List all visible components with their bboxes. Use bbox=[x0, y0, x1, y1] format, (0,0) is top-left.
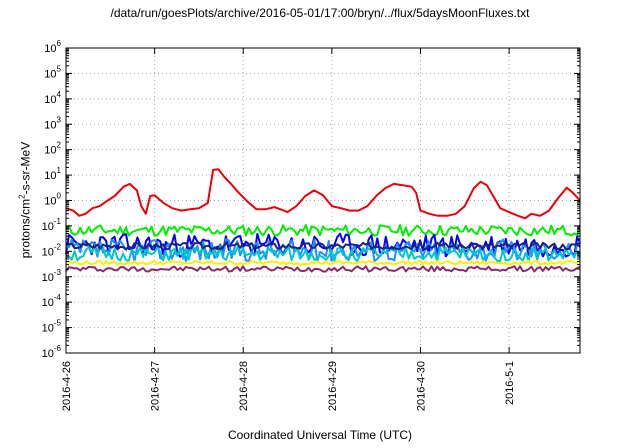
x-tick-label: 2016-4-26 bbox=[61, 361, 73, 411]
y-axis-label: protons/cm2-s-sr-MeV bbox=[18, 142, 33, 258]
series-line-6 bbox=[65, 259, 581, 266]
y-tick-label: 10-5 bbox=[42, 319, 62, 335]
y-label-exponent: 2 bbox=[17, 194, 27, 199]
y-tick-label: 100 bbox=[44, 192, 61, 208]
series-line-1 bbox=[65, 224, 581, 237]
x-tick-label: 2016-4-29 bbox=[327, 361, 339, 411]
y-label-rest: -s-sr-MeV bbox=[18, 141, 33, 195]
y-tick-label: 105 bbox=[44, 64, 61, 80]
x-axis-label: Coordinated Universal Time (UTC) bbox=[227, 428, 413, 442]
y-tick-label: 10-4 bbox=[42, 293, 62, 309]
y-tick-label: 10-6 bbox=[42, 344, 62, 360]
x-tick-label: 2016-5-1 bbox=[504, 361, 516, 405]
y-tick-label: 104 bbox=[44, 90, 61, 106]
y-tick-label: 10-1 bbox=[42, 217, 62, 233]
y-tick-label: 101 bbox=[44, 166, 61, 182]
y-tick-label: 10-2 bbox=[42, 242, 62, 258]
y-tick-label: 102 bbox=[44, 141, 61, 157]
series-line-0 bbox=[65, 168, 581, 220]
grid-lines bbox=[66, 48, 580, 353]
y-label-base: protons/cm bbox=[18, 198, 33, 259]
y-tick-label: 103 bbox=[44, 115, 61, 131]
x-tick-label: 2016-4-27 bbox=[150, 361, 162, 411]
x-tick-label: 2016-4-28 bbox=[238, 361, 250, 411]
data-series bbox=[65, 168, 581, 273]
y-tick-label: 10-3 bbox=[42, 268, 62, 284]
x-tick-label: 2016-4-30 bbox=[415, 361, 427, 411]
series-line-4 bbox=[65, 245, 581, 263]
series-line-7 bbox=[65, 265, 581, 273]
axis-ticks: 106 105 104 103 102 101 100 10-1 10-2 10-3 10-4 10-… bbox=[42, 39, 580, 411]
y-tick-label: 106 bbox=[44, 39, 61, 55]
chart-title: /data/run/goesPlots/archive/2016-05-01/1… bbox=[110, 6, 530, 20]
series-line-5 bbox=[65, 241, 581, 251]
